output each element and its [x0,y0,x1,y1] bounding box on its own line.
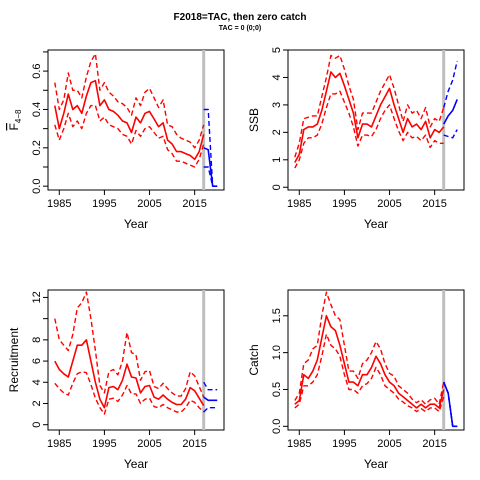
forecast-lower [203,166,218,187]
y-tick-label: 8 [31,337,43,343]
y-tick-label: 4 [31,379,43,385]
forecast-estimate [203,396,218,402]
chart-catch: 1985 1995 2005 2015 0.0 0.5 1.0 1.5 Year Catch [247,289,465,471]
y-tick-label: 6 [31,358,43,364]
series-estimate [54,79,205,161]
x-tick-label: 1985 [287,438,311,450]
plot-frame [47,49,225,191]
y-axis-label-main: Recruitment [7,327,21,392]
y-tick-label: 0 [271,184,283,190]
y-axis-label: F4−8 [7,109,23,130]
x-tick-label: 2005 [377,438,401,450]
y-tick-label: 1 [271,157,283,163]
x-tick-label: 1985 [47,438,71,450]
plot-frame [287,49,465,191]
forecast-lower [443,381,458,427]
series-upper [294,54,445,158]
y-tick-label: 1.5 [271,308,283,323]
x-tick-label: 2015 [422,438,446,450]
x-axis-label: Year [124,457,148,471]
x-tick-label: 2005 [137,198,161,210]
x-axis-label: Year [364,457,388,471]
y-tick-label: 0 [31,422,43,428]
y-tick-label: 12 [31,291,43,303]
series-estimate [294,71,445,163]
series-lower [294,333,445,413]
y-tick-label: 4 [271,74,283,80]
y-tick-label: 3 [271,102,283,108]
y-axis-label: Recruitment [7,327,21,392]
series-lower [294,90,444,169]
chart-recruitment: 1985 1995 2005 2015 0 2 4 6 8 12 Year Recruitment [7,289,225,471]
x-tick-label: 1995 [92,198,116,210]
x-tick-label: 1995 [92,438,116,450]
x-tick-label: 1995 [332,438,356,450]
y-axis-label-main: F [7,123,21,130]
forecast-estimate [442,381,458,428]
x-tick-label: 1995 [332,198,356,210]
forecast-lower [443,129,458,139]
figure-subtitle: TAC = 0 (0;0) [219,25,261,32]
y-axis-label: Catch [247,344,261,375]
y-tick-label: 0.4 [31,102,43,117]
x-tick-label: 2015 [422,198,446,210]
series-upper [294,291,445,405]
y-tick-label: 0.5 [271,382,283,397]
plot-frame [47,289,225,431]
x-axis-label: Year [364,217,388,231]
y-tick-label: 0.2 [31,140,43,155]
series-estimate [294,314,445,409]
x-tick-label: 2015 [182,438,206,450]
x-tick-label: 1985 [47,198,71,210]
chart-ssb: 1985 1995 2005 2015 0 1 2 3 4 5 Year SSB [247,47,465,231]
y-tick-label: 2 [31,400,43,406]
y-tick-label: 5 [271,47,283,53]
series-lower [54,104,205,168]
plot-frame [287,289,465,431]
series-estimate [54,338,205,409]
forecast-lower [203,407,218,413]
x-axis-label: Year [124,217,148,231]
series-upper [54,53,205,149]
y-tick-label: 0.6 [31,63,43,78]
y-axis-label: SSB [247,108,261,132]
y-axis-label-main: Catch [247,344,261,375]
series-upper [54,291,205,398]
figure-title: F2018=TAC, then zero catch [174,12,307,23]
x-tick-label: 2015 [182,198,206,210]
x-tick-label: 1985 [287,198,311,210]
x-tick-label: 2005 [377,198,401,210]
forecast-upper [203,381,218,391]
series-lower [54,371,205,415]
y-tick-label: 0.0 [271,419,283,434]
y-tick-label: 1.0 [271,345,283,360]
y-axis-label-sub: 4−8 [14,109,23,123]
y-tick-label: 2 [271,129,283,135]
forecast-estimate [442,99,458,125]
y-tick-label: 0.0 [31,179,43,194]
chart-panels: 1985 1995 2005 20150.00.20.40.6YearF4−81985… [7,47,465,471]
forecast-upper [443,60,458,108]
y-axis-label-main: SSB [247,108,261,132]
x-tick-label: 2005 [137,438,161,450]
chart-fbar: 1985 1995 2005 2015 0.0 0.2 0.4 0.6 Year F4−8 [7,49,225,231]
